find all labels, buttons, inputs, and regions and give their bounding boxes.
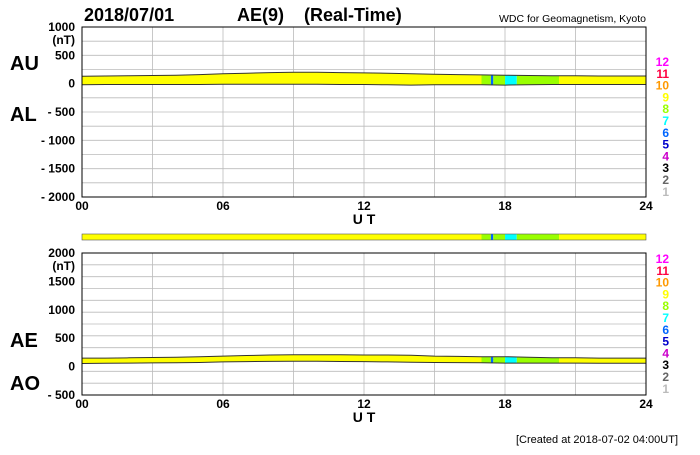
legend-level-11: 11 <box>656 67 669 81</box>
activity-band-fill <box>481 74 491 85</box>
legend-level-5: 5 <box>662 335 669 349</box>
x-tick-label: 12 <box>357 397 371 411</box>
y-tick-label: - 1000 <box>41 133 75 147</box>
legend-level-3: 3 <box>662 161 669 175</box>
legend-level-6: 6 <box>662 323 669 337</box>
activity-band-fill <box>559 357 646 364</box>
mode-title: (Real-Time) <box>304 5 402 25</box>
unit-label: (nT) <box>52 33 75 47</box>
au-al-panel: - 2000 - 1500 - 1000 - 500 0 500 1000(nT) 00 06 1… <box>10 20 653 227</box>
y-tick-label: - 2000 <box>41 190 75 204</box>
ae-ao-panel: - 500 0 500 1000 1500 2000(nT) 00 06 12 18 24 U T AE… <box>10 246 653 425</box>
x-tick-label: 00 <box>75 199 89 213</box>
series-line-au <box>81 71 646 77</box>
strip-segment <box>559 234 646 240</box>
legend-level-1: 1 <box>662 382 669 396</box>
legend-level-6: 6 <box>662 126 669 140</box>
legend-level-2: 2 <box>662 173 669 187</box>
strip-segment <box>481 234 491 240</box>
activity-band-fill <box>490 75 494 85</box>
series-label-ao: AO <box>10 373 40 395</box>
activity-band-fill <box>481 356 491 363</box>
strip-frame <box>81 233 647 241</box>
x-tick-label: 18 <box>498 199 512 213</box>
legend-level-12: 12 <box>656 55 670 69</box>
activity-band-fill <box>490 356 494 363</box>
activity-band-fill <box>559 75 646 85</box>
x-tick-label: 06 <box>216 397 230 411</box>
x-axis-label: U T <box>353 409 376 425</box>
series-label-au: AU <box>10 53 39 75</box>
strip-segment <box>505 234 517 240</box>
legend-level-9: 9 <box>662 90 669 104</box>
activity-band-fill <box>493 75 505 86</box>
legend-level-5: 5 <box>662 138 669 152</box>
activity-band-fill <box>505 75 517 86</box>
y-tick-label: 500 <box>55 48 75 62</box>
legend-level-10: 10 <box>656 79 670 93</box>
unit-label: (nT) <box>52 259 75 273</box>
legend-level-9: 9 <box>662 287 669 301</box>
legend-level-2: 2 <box>662 370 669 384</box>
x-axis-label: U T <box>353 211 376 227</box>
legend-level-7: 7 <box>662 114 669 128</box>
legend-level-4: 4 <box>662 149 669 163</box>
strip-segment <box>490 234 494 240</box>
legend-level-10: 10 <box>656 276 670 290</box>
series-line-ae <box>82 354 646 359</box>
y-tick-label: 0 <box>68 360 75 374</box>
y-tick-label: 1000 <box>48 303 75 317</box>
x-tick-label: 24 <box>639 397 653 411</box>
date-title: 2018/07/01 <box>84 5 174 25</box>
legend-level-1: 1 <box>662 185 669 199</box>
x-tick-label: 12 <box>357 199 371 213</box>
y-tick-label: 1500 <box>48 274 75 288</box>
source-label: WDC for Geomagnetism, Kyoto <box>499 13 646 25</box>
plot-frame <box>81 26 647 198</box>
activity-band-fill <box>82 354 482 364</box>
legend-level-8: 8 <box>662 299 669 313</box>
plot-frame <box>81 252 647 396</box>
x-tick-label: 18 <box>498 397 512 411</box>
x-tick-label: 06 <box>216 199 230 213</box>
activity-band-fill <box>516 356 559 364</box>
series-line-ao <box>81 360 646 364</box>
created-timestamp: [Created at 2018-07-02 04:00UT] <box>516 434 678 446</box>
y-tick-label: 1000 <box>48 20 75 34</box>
x-tick-label: 24 <box>639 199 653 213</box>
strip-segment <box>82 234 482 240</box>
series-line-al <box>81 83 646 86</box>
activity-band-fill <box>516 75 559 85</box>
series-label-al: AL <box>10 104 37 126</box>
legend-level-11: 11 <box>656 264 669 278</box>
activity-band-fill <box>493 356 505 364</box>
legend-level-3: 3 <box>662 358 669 372</box>
index-title: AE(9) <box>237 5 284 25</box>
x-tick-label: 00 <box>75 397 89 411</box>
legend-level-4: 4 <box>662 346 669 360</box>
legend-level-12: 12 <box>656 252 670 266</box>
y-tick-label: 2000 <box>48 246 75 260</box>
activity-level-strip <box>81 233 647 241</box>
y-tick-label: - 500 <box>48 105 76 119</box>
y-tick-label: - 1500 <box>41 162 75 176</box>
activity-band-fill <box>505 356 517 364</box>
legend-level-8: 8 <box>662 102 669 116</box>
strip-segment <box>516 234 560 240</box>
y-tick-label: 0 <box>68 77 75 91</box>
y-tick-label: - 500 <box>48 388 76 402</box>
strip-segment <box>493 234 505 240</box>
legend-level-7: 7 <box>662 311 669 325</box>
y-tick-label: 500 <box>55 331 75 345</box>
series-label-ae: AE <box>10 330 38 352</box>
